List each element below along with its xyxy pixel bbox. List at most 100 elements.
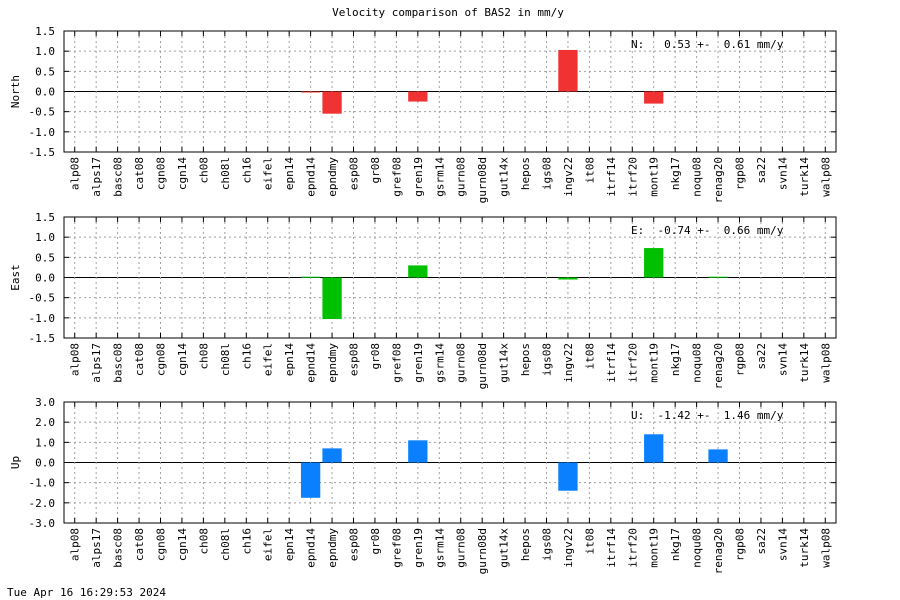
x-tick-label: ch16 [240, 528, 253, 555]
bar-gren19 [408, 265, 428, 278]
x-tick-label: basc08 [112, 157, 125, 197]
x-tick-label: igs08 [541, 157, 554, 190]
x-tick-label: gr08 [369, 343, 382, 370]
x-tick-label: rgp08 [734, 343, 747, 376]
x-tick-label: esp08 [348, 528, 361, 561]
bar-mont19 [644, 434, 664, 463]
y-tick-label: 3.0 [35, 396, 55, 409]
bar-epndmy [322, 448, 342, 463]
bar-ingv22 [558, 462, 578, 491]
x-tick-label: epndmy [326, 343, 339, 383]
x-tick-label: itrf20 [626, 157, 639, 197]
x-tick-label: igs08 [541, 343, 554, 376]
y-tick-label: -3.0 [29, 517, 56, 530]
x-tick-label: gurn08d [476, 157, 489, 203]
x-tick-label: hepos [519, 528, 532, 561]
x-tick-label: ch08l [219, 528, 232, 561]
x-tick-label: alp08 [69, 157, 82, 190]
x-tick-label: gurn08 [455, 528, 468, 568]
y-tick-label: 1.0 [35, 231, 55, 244]
x-tick-label: gurn08d [476, 343, 489, 389]
x-tick-label: epndmy [326, 157, 339, 197]
y-tick-label: 1.5 [35, 25, 55, 38]
y-axis-label: North [9, 75, 22, 108]
y-tick-label: -1.5 [29, 146, 56, 159]
y-tick-label: 0.0 [35, 272, 55, 285]
x-tick-label: cgn08 [155, 157, 168, 190]
bar-epndmy [322, 91, 342, 114]
stats-annotation: U: -1.42 +- 1.46 mm/y [631, 409, 784, 422]
panel-up: 3.0 2.0 1.0 0.0 -1.0 -2.0 -3.0 alp08 alps17 basc0… [9, 396, 837, 574]
bar-mont19 [644, 248, 664, 278]
x-tick-label: epndmy [326, 528, 339, 568]
x-tick-label: nkg17 [669, 528, 682, 561]
bar-epnd14 [300, 91, 321, 93]
x-tick-label: epn14 [283, 343, 296, 376]
x-tick-label: epn14 [283, 528, 296, 561]
x-tick-label: renag20 [712, 157, 725, 203]
y-tick-label: 2.0 [35, 416, 55, 429]
x-tick-label: gut14x [498, 343, 511, 383]
x-tick-label: ingv22 [562, 157, 575, 197]
bar-epndmy [322, 277, 342, 320]
x-tick-label: eifel [262, 343, 275, 376]
x-tick-label: gren19 [412, 157, 425, 197]
x-tick-label: gref08 [390, 343, 403, 383]
x-tick-label: cat08 [133, 343, 146, 376]
x-tick-label: renag20 [712, 528, 725, 574]
y-tick-label: 0.5 [35, 251, 55, 264]
x-tick-label: gut14x [498, 157, 511, 197]
x-tick-label: it08 [583, 343, 596, 370]
y-tick-label: 1.0 [35, 436, 55, 449]
x-tick-label: itrf20 [626, 528, 639, 568]
y-tick-label: 0.5 [35, 65, 55, 78]
x-tick-label: gsrm14 [433, 528, 446, 568]
y-tick-label: -0.5 [29, 106, 56, 119]
x-tick-label: turk14 [798, 157, 811, 197]
x-tick-label: it08 [583, 528, 596, 555]
y-tick-label: -1.0 [29, 477, 56, 490]
x-tick-label: cgn08 [155, 343, 168, 376]
stats-annotation: E: -0.74 +- 0.66 mm/y [631, 224, 784, 237]
x-tick-label: gurn08d [476, 528, 489, 574]
x-tick-label: rgp08 [734, 528, 747, 561]
x-tick-label: svn14 [776, 157, 789, 190]
x-tick-label: gr08 [369, 528, 382, 555]
x-tick-label: turk14 [798, 343, 811, 383]
x-tick-label: ingv22 [562, 528, 575, 568]
x-tick-label: itrf14 [605, 528, 618, 568]
x-tick-label: ch08l [219, 343, 232, 376]
x-tick-label: rgp08 [734, 157, 747, 190]
x-tick-label: svn14 [776, 343, 789, 376]
x-tick-label: mont19 [648, 157, 661, 197]
bar-epnd14 [300, 462, 321, 498]
x-tick-label: itrf14 [605, 343, 618, 383]
y-tick-label: 0.0 [35, 86, 55, 99]
x-tick-label: alps17 [90, 528, 103, 568]
x-tick-label: renag20 [712, 343, 725, 389]
x-tick-label: mont19 [648, 528, 661, 568]
y-tick-label: 1.5 [35, 211, 55, 224]
x-tick-label: cgn08 [155, 528, 168, 561]
y-axis-label: East [9, 264, 22, 291]
y-tick-label: 1.0 [35, 45, 55, 58]
bar-mont19 [644, 91, 664, 104]
x-tick-label: esp08 [348, 343, 361, 376]
x-tick-label: gr08 [369, 157, 382, 184]
x-tick-label: alps17 [90, 157, 103, 197]
x-tick-label: walp08 [819, 157, 832, 197]
x-tick-label: noqu08 [691, 343, 704, 383]
x-tick-label: ingv22 [562, 343, 575, 383]
x-tick-label: gut14x [498, 528, 511, 568]
x-tick-label: gref08 [390, 157, 403, 197]
y-tick-label: -1.0 [29, 126, 56, 139]
x-tick-label: basc08 [112, 528, 125, 568]
x-tick-label: walp08 [819, 528, 832, 568]
bar-ingv22 [558, 277, 578, 280]
x-tick-label: cgn14 [176, 343, 189, 376]
stats-annotation: N: 0.53 +- 0.61 mm/y [631, 38, 784, 51]
y-axis-label: Up [9, 456, 22, 469]
y-tick-label: -1.5 [29, 332, 56, 345]
panel-east: 1.5 1.0 0.5 0.0 -0.5 -1.0 -1.5 alp08 alps17 basc0… [9, 211, 837, 389]
x-tick-label: cgn14 [176, 157, 189, 190]
